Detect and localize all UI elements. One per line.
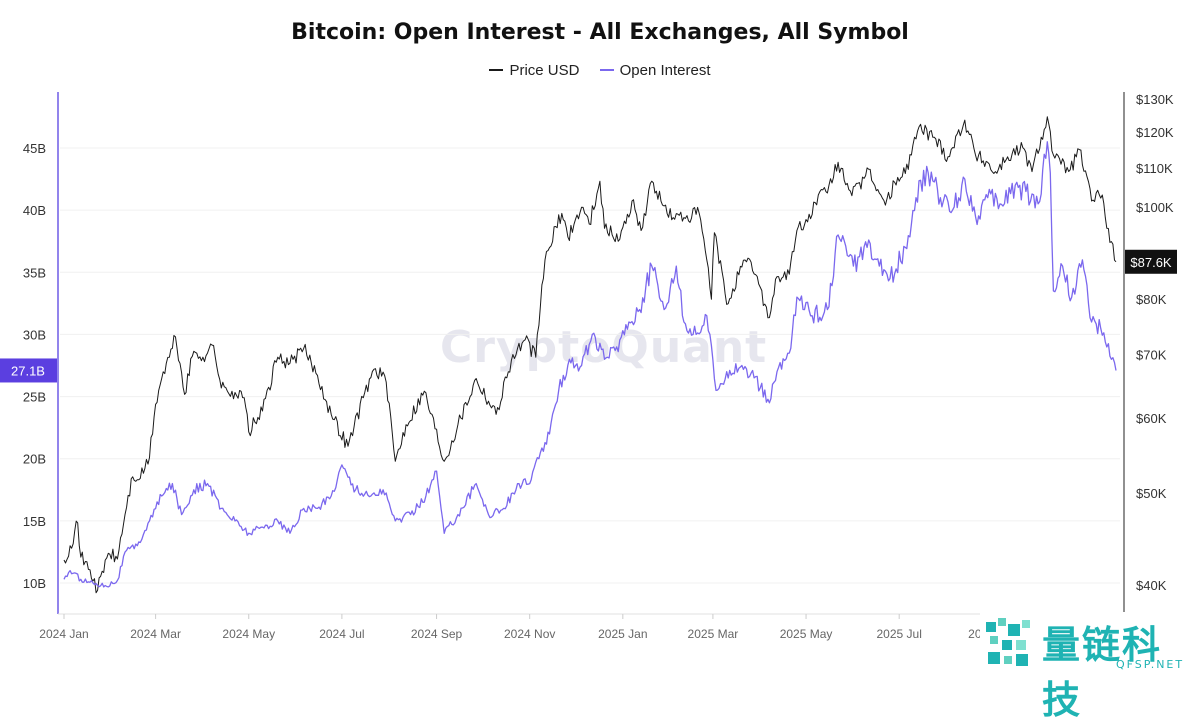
current-oi-badge <box>0 358 57 383</box>
chart-plot: 10B 15B 20B 25B 30B 35B 40B 45B $40K $50K $60K $70K… <box>0 92 1177 641</box>
brand-logo: 量链科技 QFSP.NET <box>980 612 1200 722</box>
chart-legend: Price USD Open Interest <box>0 58 1200 79</box>
right-tick-label: $130K <box>1136 92 1174 107</box>
right-tick-label: $120K <box>1136 125 1174 140</box>
x-tick-label: 2025 Mar <box>688 627 739 641</box>
legend-label-price: Price USD <box>509 61 580 79</box>
series-line-open-interest <box>63 141 1117 588</box>
left-tick-label: 45B <box>23 141 46 156</box>
legend-swatch-price <box>489 69 504 71</box>
right-tick-label: $70K <box>1136 347 1167 362</box>
right-tick-label: $80K <box>1136 292 1167 307</box>
chart-title: Bitcoin: Open Interest - All Exchanges, … <box>291 20 909 45</box>
left-tick-label: 25B <box>23 390 46 405</box>
brand-site: QFSP.NET <box>1116 658 1185 671</box>
left-tick-label: 10B <box>23 576 46 591</box>
left-tick-label: 15B <box>23 514 46 529</box>
left-tick-label: 40B <box>23 203 46 218</box>
right-tick-label: $40K <box>1136 578 1167 593</box>
x-tick-label: 2024 Sep <box>411 627 463 641</box>
current-price-label: $87.6K <box>1130 255 1172 270</box>
x-tick-label: 2024 Jan <box>39 627 88 641</box>
right-tick-label: $60K <box>1136 411 1167 426</box>
right-tick-label: $50K <box>1136 486 1167 501</box>
x-tick-label: 2024 Jul <box>319 627 364 641</box>
legend-item-open-interest[interactable]: Open Interest <box>599 61 711 79</box>
brand-logo-icon <box>986 618 1030 666</box>
legend-swatch-open-interest <box>599 69 614 71</box>
x-tick-label: 2024 Mar <box>130 627 181 641</box>
x-tick-label: 2024 May <box>222 627 275 641</box>
legend-label-open-interest: Open Interest <box>619 61 711 79</box>
x-tick-label: 2025 May <box>780 627 833 641</box>
left-tick-label: 20B <box>23 452 46 467</box>
x-tick-label: 2025 Jul <box>876 627 921 641</box>
series-line-price <box>63 116 1117 594</box>
current-oi-label: 27.1B <box>11 363 45 378</box>
left-tick-label: 30B <box>23 327 46 342</box>
right-tick-label: $100K <box>1136 200 1174 215</box>
legend-item-price[interactable]: Price USD <box>489 62 579 79</box>
x-tick-label: 2025 Jan <box>598 627 647 641</box>
left-tick-label: 35B <box>23 265 46 280</box>
x-tick-label: 2024 Nov <box>504 627 555 641</box>
right-tick-label: $110K <box>1136 161 1173 176</box>
current-price-badge <box>1125 249 1177 274</box>
